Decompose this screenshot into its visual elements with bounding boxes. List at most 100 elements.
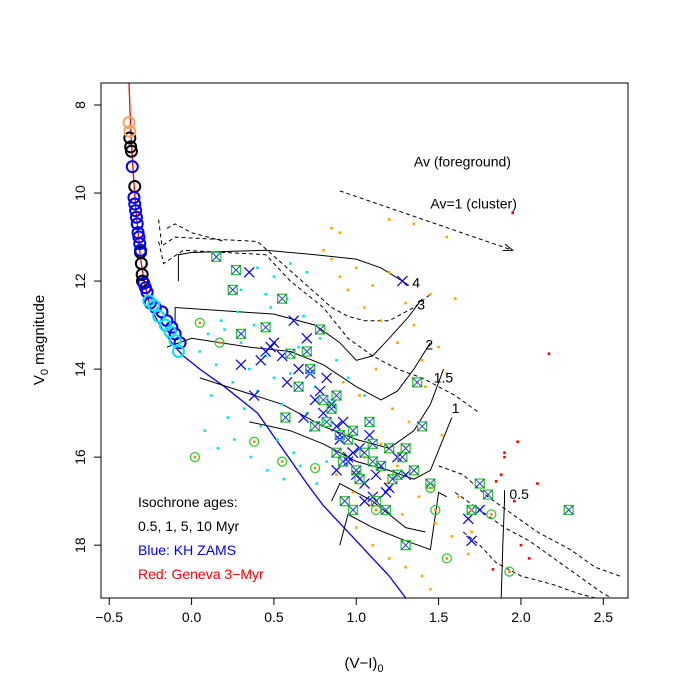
track-mass-label: 1.5: [434, 369, 454, 385]
track-mass-label: 0.5: [509, 486, 529, 502]
cyan-dots-point: [346, 376, 350, 380]
reddening-vector-line: [339, 190, 513, 251]
blue-cross-point: [298, 412, 309, 423]
legend: Isochrone ages: 0.5, 1, 5, 10 Myr Blue: KH…: [138, 494, 264, 582]
cyan-dots-point: [206, 332, 210, 336]
isochrone-dashed-5: [166, 223, 225, 242]
blue-cross-point: [243, 266, 255, 278]
blue-cross-point: [265, 341, 277, 353]
green-square-point: [277, 293, 288, 304]
blue-cross-point: [268, 337, 280, 349]
orange-dots-point: [407, 420, 411, 424]
cyan-dots-point: [198, 350, 202, 353]
orange-dots-point: [396, 464, 399, 468]
green-square-cross: [343, 434, 353, 445]
isochrone-solid-3: [199, 368, 445, 449]
x-tick-label: −0.5: [95, 609, 123, 625]
green-square-point: [384, 443, 395, 454]
orange-dots-point: [387, 218, 391, 221]
red-dots-point: [519, 543, 523, 547]
green-square-cross: [376, 461, 386, 471]
green-square-cross: [318, 395, 329, 405]
green-square-cross: [400, 540, 411, 551]
cyan-dots-point: [259, 425, 263, 428]
cyan-dots-point: [335, 359, 338, 362]
green-square-cross: [384, 443, 395, 454]
blue-cross-point: [331, 464, 342, 476]
cyan-dots-point: [247, 367, 251, 371]
blue-cross-point: [370, 469, 382, 481]
green-square-point: [367, 438, 378, 450]
cyan-dots-point: [223, 328, 226, 331]
green-square-point: [482, 489, 494, 500]
blue-cross-point: [288, 315, 300, 327]
bright-circles-blue-point: [125, 160, 139, 174]
x-axis-label-main: (V−I): [344, 655, 377, 672]
red-dots-point: [527, 557, 531, 560]
green-circle-center: [489, 512, 493, 516]
bright-circles-black-point: [124, 144, 138, 158]
blue-cross-point: [359, 495, 370, 507]
cyan-dots-point: [272, 376, 276, 380]
bright-circles-cyan-point: [152, 309, 166, 323]
isochrone-dashed-1: [158, 241, 481, 414]
y-axis-label: V0 magnitude: [31, 295, 51, 385]
green-square-cross: [277, 293, 288, 304]
green-square-cross: [387, 474, 398, 485]
green-square-cross: [409, 465, 419, 476]
green-square-point: [331, 390, 342, 401]
orange-dots-point: [453, 297, 457, 300]
green-square-cross: [381, 505, 391, 515]
green-circle-point: [194, 317, 205, 329]
bright-circles-blue-point: [130, 217, 144, 231]
cyan-dots-point: [266, 469, 269, 472]
blue-cross-point: [314, 385, 326, 397]
green-circle-center: [508, 570, 511, 573]
plot-area: [122, 83, 620, 598]
green-square-cross: [305, 364, 316, 374]
orange-dots-point: [396, 341, 399, 345]
green-circle-point: [249, 436, 260, 447]
green-square-cross: [397, 452, 408, 462]
orange-dots-point: [440, 433, 444, 437]
green-square-point: [367, 456, 378, 467]
green-circle-point: [214, 337, 225, 348]
green-square-point: [563, 504, 574, 516]
red-dots-point: [503, 451, 506, 455]
red-dots-point: [547, 352, 551, 356]
bright-circles-blue-point: [129, 204, 143, 218]
cyan-dots-point: [231, 381, 235, 384]
green-square-point: [227, 284, 238, 296]
orange-dots-point: [371, 284, 375, 287]
green-square-cross: [351, 465, 362, 476]
green-square-point: [400, 540, 411, 551]
orange-dots-point: [338, 231, 342, 234]
green-square-point: [309, 421, 321, 432]
green-circle-point: [277, 456, 288, 467]
green-square-cross: [280, 412, 291, 423]
bright-circles-cyan-point: [171, 345, 185, 359]
orange-dots-point: [420, 574, 424, 578]
blue-cross-point: [380, 486, 392, 498]
orange-dots-point: [417, 495, 421, 499]
green-circle-point: [504, 566, 515, 577]
y-tick-label: 12: [72, 273, 88, 289]
cyan-dots-point: [210, 394, 213, 397]
green-square-point: [337, 456, 349, 467]
orange-dots-point: [437, 345, 440, 349]
plot-frame: [100, 82, 629, 599]
green-square-cross: [211, 252, 222, 262]
green-square-point: [412, 377, 423, 388]
blue-cross-point: [364, 429, 375, 441]
orange-dots-point: [379, 442, 383, 446]
green-square-point: [331, 447, 342, 458]
cyan-dots-point: [363, 394, 366, 397]
orange-dots-point: [412, 323, 416, 327]
cyan-dots-point: [318, 336, 322, 340]
green-circle-center: [252, 440, 256, 444]
green-square-point: [416, 421, 428, 432]
red-dots-point: [491, 568, 495, 571]
x-tick-label: 2.5: [594, 609, 614, 625]
cyan-dots-point: [239, 288, 243, 292]
green-square-point: [285, 348, 296, 359]
